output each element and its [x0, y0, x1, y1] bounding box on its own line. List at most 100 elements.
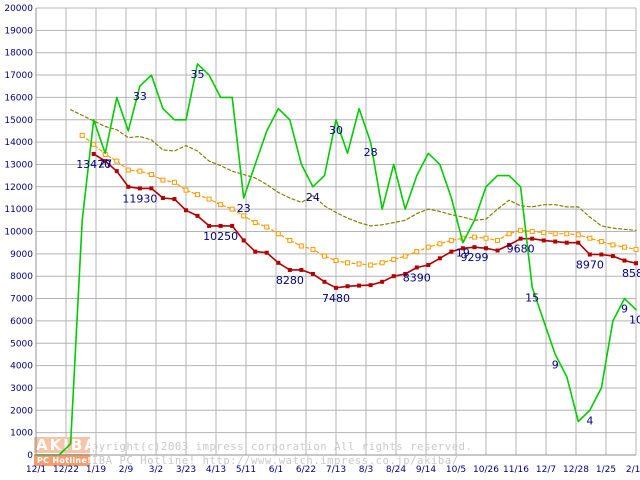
data-point-label: 7480 [322, 292, 350, 305]
data-point-marker [541, 230, 547, 236]
x-axis-tick-label: 8/24 [386, 465, 406, 475]
data-point-marker [460, 246, 465, 251]
data-point-marker [391, 256, 397, 262]
data-point-marker [91, 141, 97, 147]
data-point-marker [368, 262, 374, 268]
data-point-marker [564, 240, 569, 245]
y-axis-tick-label: 1000 [10, 429, 33, 439]
data-point-marker [148, 172, 154, 178]
data-point-marker [425, 244, 431, 250]
x-axis-tick-label: 4/13 [206, 465, 226, 475]
data-point-label: 4 [586, 414, 593, 427]
x-axis-tick-label: 5/11 [236, 465, 256, 475]
data-point-marker [287, 267, 292, 272]
data-point-marker [137, 186, 142, 191]
data-point-marker [610, 242, 616, 248]
data-point-marker [357, 283, 362, 288]
x-axis-tick-label: 7/13 [326, 465, 346, 475]
data-point-marker [322, 279, 327, 284]
data-point-marker [437, 241, 443, 247]
data-point-marker [495, 248, 500, 253]
x-axis-tick-label: 12/7 [536, 465, 556, 475]
data-point-marker [195, 192, 201, 198]
data-point-label: 9299 [460, 251, 488, 264]
data-point-marker [576, 240, 581, 245]
data-point-marker [564, 231, 570, 237]
y-axis-tick-label: 8000 [10, 272, 33, 282]
data-point-marker [448, 237, 454, 243]
data-point-marker [91, 151, 96, 156]
watermark-url: AKIBA PC Hotline! http://www.watch.impre… [78, 455, 459, 467]
data-point-marker [356, 261, 362, 267]
data-point-marker [552, 231, 558, 237]
y-axis-tick-label: 12000 [4, 183, 33, 193]
data-point-marker [621, 244, 627, 250]
data-point-marker [252, 220, 258, 226]
data-point-marker [575, 232, 581, 238]
data-point-marker [541, 238, 546, 243]
data-point-marker [334, 285, 338, 290]
data-point-label: 9680 [507, 243, 535, 256]
data-point-marker [449, 249, 454, 254]
x-axis-tick-label: 2/15 [626, 465, 640, 475]
data-point-marker [414, 265, 419, 270]
y-axis-tick-label: 15000 [4, 116, 33, 126]
data-point-marker [484, 246, 488, 251]
y-axis-tick-label: 14000 [4, 138, 33, 148]
data-point-marker [299, 267, 304, 272]
logo-akiba-text: AKIBA [36, 436, 98, 454]
x-axis-tick-label: 1/25 [596, 465, 616, 475]
y-axis-tick-label: 11000 [4, 205, 33, 215]
data-point-marker [345, 260, 351, 266]
data-point-marker [472, 245, 477, 250]
data-point-marker [230, 223, 235, 228]
data-point-marker [518, 236, 523, 241]
data-point-label: 8390 [403, 271, 431, 284]
data-point-marker [587, 235, 593, 241]
data-point-marker [437, 256, 442, 261]
x-axis-tick-label: 12/22 [53, 465, 79, 475]
logo-hotline-text: PC Hotline! [37, 456, 91, 465]
data-point-marker [149, 186, 154, 191]
data-point-marker [518, 227, 524, 233]
data-point-marker [114, 158, 120, 164]
data-point-marker [426, 263, 431, 268]
y-axis-tick-label: 10000 [4, 228, 33, 238]
data-point-marker [553, 239, 558, 244]
data-labels: 13470 11930 10250 8280 7480 8390 9299 9680 8970 8… [76, 68, 640, 427]
data-point-label: 13470 [76, 158, 111, 171]
data-point-marker [126, 184, 131, 189]
data-point-marker [253, 249, 258, 254]
x-axis-tick-label: 2/9 [119, 465, 134, 475]
data-series [35, 63, 639, 456]
data-point-label: 10250 [203, 230, 238, 243]
x-axis-tick-label: 10/26 [473, 465, 499, 475]
axis-lines [35, 8, 636, 456]
data-point-marker [530, 236, 535, 241]
watermark: Copyright(c)2003 impress corporation All… [34, 436, 473, 467]
data-point-marker [184, 208, 188, 213]
data-point-marker [598, 239, 604, 245]
data-point-marker [507, 242, 512, 247]
y-axis-tick-label: 4000 [10, 362, 33, 372]
y-axis-tick-label: 17000 [4, 71, 33, 81]
y-axis-tick-label: 6000 [10, 317, 33, 327]
series-line-shop-count [35, 63, 637, 456]
data-point-marker [207, 223, 212, 228]
watermark-copyright: Copyright(c)2003 impress corporation All… [78, 441, 473, 453]
data-point-marker [587, 252, 592, 257]
data-point-marker [183, 187, 189, 193]
data-point-label: 8280 [276, 274, 304, 287]
x-axis-tick-label: 6/22 [296, 465, 316, 475]
data-point-marker [402, 253, 408, 259]
y-axis-tick-label: 7000 [10, 295, 33, 305]
data-point-label: 33 [133, 90, 147, 103]
data-point-marker [160, 195, 165, 200]
x-axis-tick-label: 11/16 [503, 465, 529, 475]
y-axis-tick-label: 20000 [4, 4, 33, 14]
akiba-logo: AKIBA PC Hotline! [34, 436, 98, 466]
y-axis-tick-label: 9000 [10, 250, 33, 260]
data-point-marker [380, 279, 385, 284]
data-point-label: 8580 [622, 267, 640, 280]
